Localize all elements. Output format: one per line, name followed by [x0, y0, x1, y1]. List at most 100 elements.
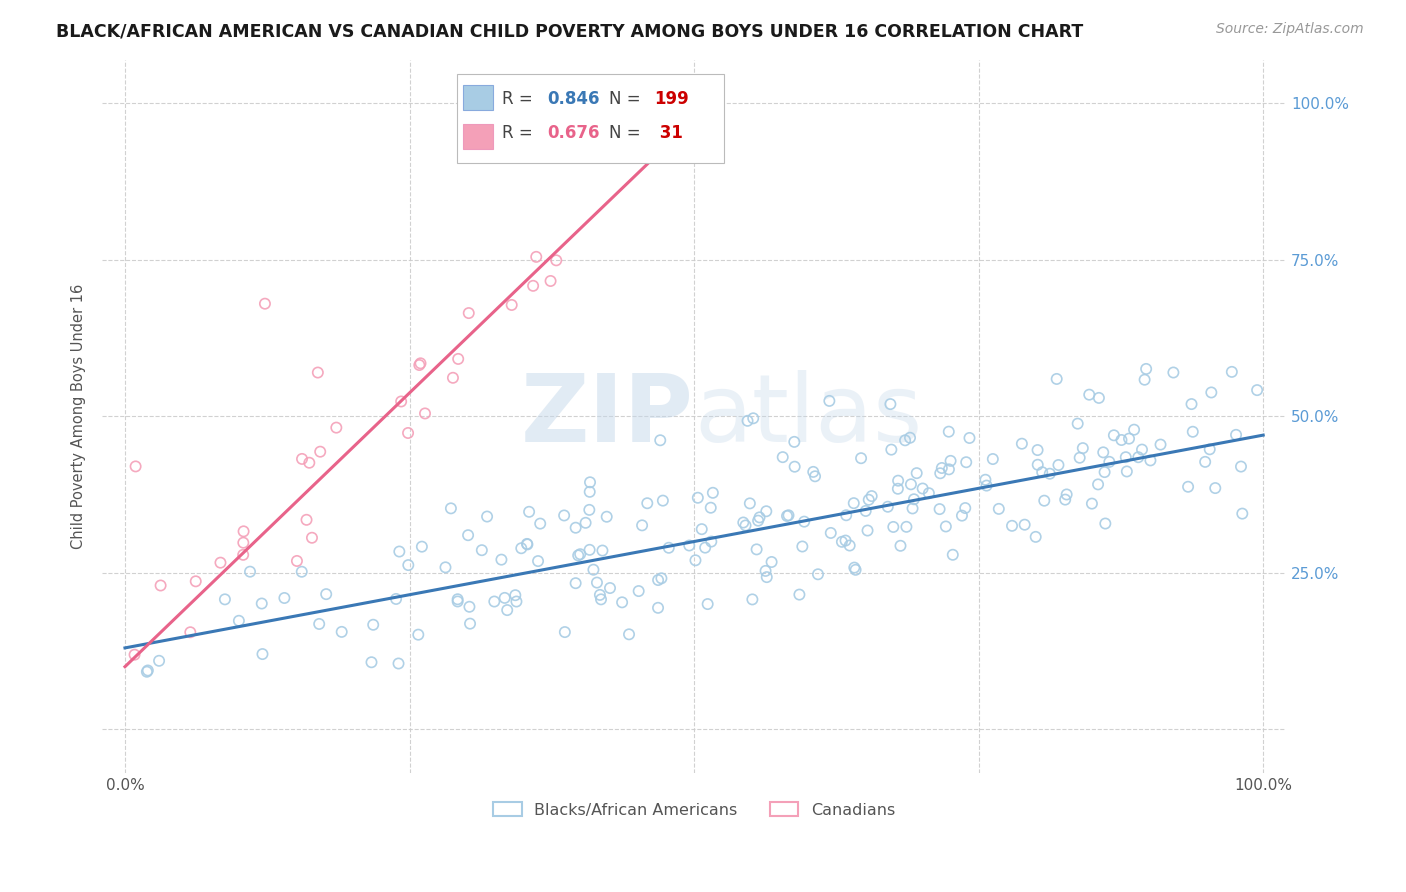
Point — [950, 508, 973, 523]
Point — [789, 588, 811, 602]
Point — [458, 616, 481, 631]
Point — [894, 434, 917, 448]
Point — [214, 592, 236, 607]
Point — [1001, 518, 1024, 533]
Point — [928, 502, 950, 516]
Point — [1033, 493, 1056, 508]
Point — [301, 531, 323, 545]
Point — [896, 520, 918, 534]
Text: R =: R = — [502, 124, 538, 142]
Point — [447, 594, 470, 608]
Point — [1102, 428, 1125, 442]
Point — [599, 581, 621, 595]
Point — [1123, 423, 1146, 437]
Point — [647, 573, 669, 587]
Point — [755, 564, 778, 578]
Point — [553, 508, 575, 523]
Text: BLACK/AFRICAN AMERICAN VS CANADIAN CHILD POVERTY AMONG BOYS UNDER 16 CORRELATION: BLACK/AFRICAN AMERICAN VS CANADIAN CHILD… — [56, 22, 1084, 40]
Point — [308, 616, 330, 631]
Point — [484, 594, 506, 608]
Point — [529, 516, 551, 531]
Text: N =: N = — [609, 90, 645, 108]
Legend: Blacks/African Americans, Canadians: Blacks/African Americans, Canadians — [485, 794, 903, 826]
Point — [845, 563, 868, 577]
Point — [1025, 530, 1047, 544]
FancyBboxPatch shape — [457, 74, 724, 163]
Point — [232, 548, 254, 562]
Point — [578, 542, 600, 557]
Point — [702, 485, 724, 500]
Point — [955, 501, 977, 516]
Point — [772, 450, 794, 464]
Point — [678, 539, 700, 553]
Point — [844, 560, 866, 574]
Point — [491, 552, 513, 566]
Point — [298, 456, 321, 470]
Point — [309, 444, 332, 458]
Point — [658, 541, 681, 555]
Point — [457, 306, 479, 320]
Point — [610, 595, 633, 609]
Point — [834, 533, 856, 548]
Y-axis label: Child Poverty Among Boys Under 16: Child Poverty Among Boys Under 16 — [72, 284, 86, 549]
Point — [567, 549, 589, 563]
Point — [591, 543, 613, 558]
Point — [589, 592, 612, 607]
Point — [987, 501, 1010, 516]
Point — [546, 253, 568, 268]
Point — [1031, 465, 1053, 479]
Point — [596, 509, 619, 524]
Point — [627, 584, 650, 599]
Point — [938, 425, 960, 439]
Point — [1149, 437, 1171, 451]
Point — [578, 484, 600, 499]
Point — [1177, 480, 1199, 494]
Point — [522, 278, 544, 293]
Point — [124, 648, 146, 662]
Point — [734, 518, 756, 533]
Point — [838, 539, 860, 553]
Point — [434, 560, 457, 574]
Point — [408, 628, 430, 642]
Point — [1014, 517, 1036, 532]
Point — [842, 496, 865, 510]
Point — [783, 434, 806, 449]
Point — [959, 431, 981, 445]
Point — [1047, 458, 1070, 472]
Point — [1232, 507, 1254, 521]
Point — [524, 250, 547, 264]
Point — [647, 600, 669, 615]
Point — [496, 603, 519, 617]
Text: 31: 31 — [654, 124, 683, 142]
Point — [879, 397, 901, 411]
Point — [387, 657, 409, 671]
Point — [1201, 385, 1223, 400]
Point — [807, 567, 830, 582]
Point — [517, 505, 540, 519]
Text: 199: 199 — [654, 90, 689, 108]
Text: R =: R = — [502, 90, 538, 108]
Point — [1115, 465, 1137, 479]
Point — [650, 434, 672, 448]
Point — [860, 489, 883, 503]
Point — [778, 508, 800, 523]
Point — [1111, 433, 1133, 447]
Point — [1204, 481, 1226, 495]
Point — [1046, 372, 1069, 386]
Point — [579, 475, 602, 490]
Point — [228, 614, 250, 628]
Point — [901, 501, 924, 516]
Point — [776, 508, 799, 523]
Point — [686, 491, 709, 505]
Point — [578, 503, 600, 517]
Point — [831, 534, 853, 549]
Text: Source: ZipAtlas.com: Source: ZipAtlas.com — [1216, 22, 1364, 37]
Point — [471, 543, 494, 558]
Point — [755, 570, 778, 584]
Point — [1087, 477, 1109, 491]
FancyBboxPatch shape — [463, 124, 494, 149]
Point — [179, 625, 201, 640]
Point — [783, 459, 806, 474]
Point — [516, 537, 538, 551]
Point — [835, 508, 858, 523]
